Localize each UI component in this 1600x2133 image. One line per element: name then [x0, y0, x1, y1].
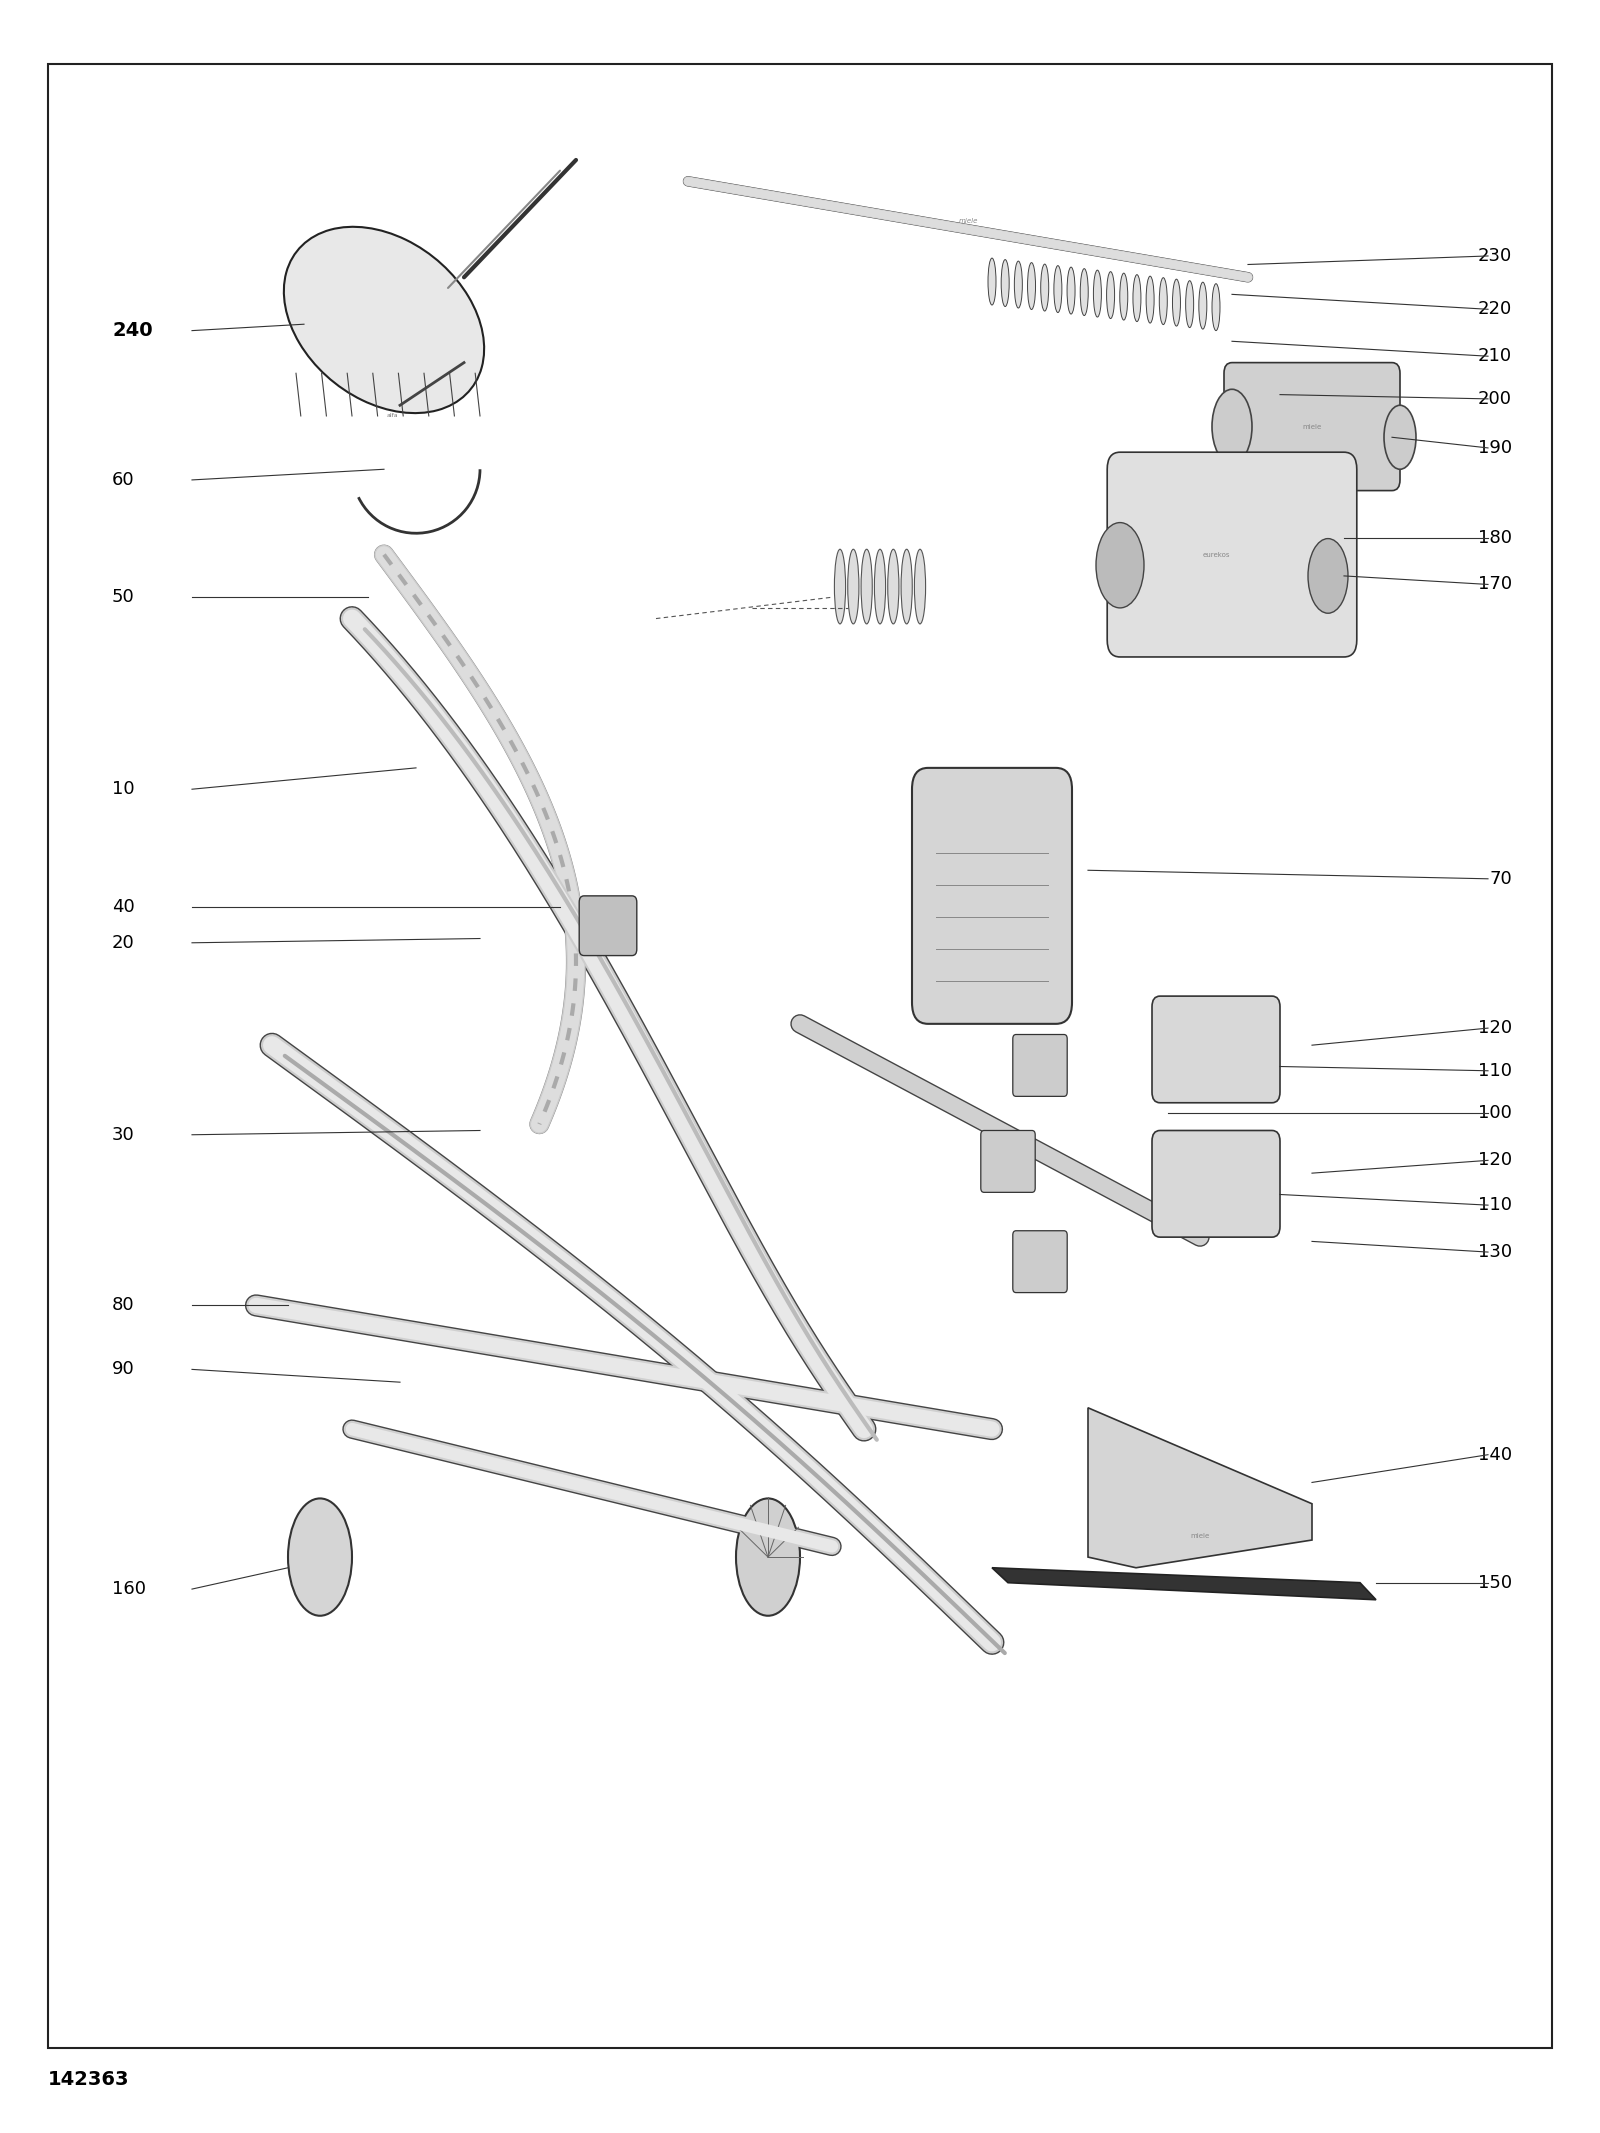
Ellipse shape — [901, 548, 912, 623]
Text: 160: 160 — [112, 1581, 146, 1598]
Polygon shape — [992, 1568, 1376, 1600]
Ellipse shape — [861, 548, 872, 623]
Ellipse shape — [888, 548, 899, 623]
Text: 30: 30 — [112, 1126, 134, 1143]
Ellipse shape — [1213, 284, 1221, 331]
Text: 200: 200 — [1478, 390, 1512, 407]
Text: 142363: 142363 — [48, 2071, 130, 2088]
Ellipse shape — [1096, 523, 1144, 608]
Ellipse shape — [1107, 271, 1115, 318]
Text: 110: 110 — [1478, 1062, 1512, 1079]
Ellipse shape — [1133, 275, 1141, 322]
Ellipse shape — [1120, 273, 1128, 320]
Text: 70: 70 — [1490, 870, 1512, 887]
Ellipse shape — [1198, 282, 1206, 328]
Text: 120: 120 — [1478, 1152, 1512, 1169]
FancyBboxPatch shape — [1152, 1130, 1280, 1237]
Text: 130: 130 — [1478, 1244, 1512, 1261]
Ellipse shape — [1040, 264, 1048, 311]
Text: 50: 50 — [112, 589, 134, 606]
Ellipse shape — [1002, 260, 1010, 307]
Ellipse shape — [1027, 262, 1035, 309]
Text: 210: 210 — [1478, 348, 1512, 365]
Text: 140: 140 — [1478, 1446, 1512, 1463]
Text: 80: 80 — [112, 1297, 134, 1314]
Ellipse shape — [288, 1497, 352, 1617]
Ellipse shape — [1160, 277, 1168, 324]
Text: miele: miele — [958, 218, 978, 224]
Ellipse shape — [283, 226, 485, 414]
Ellipse shape — [1014, 260, 1022, 307]
Ellipse shape — [915, 548, 926, 623]
Text: 100: 100 — [1478, 1105, 1512, 1122]
Ellipse shape — [1054, 267, 1062, 314]
Text: 180: 180 — [1478, 529, 1512, 546]
Text: 60: 60 — [112, 471, 134, 488]
Ellipse shape — [1384, 405, 1416, 469]
Ellipse shape — [1309, 538, 1347, 614]
Ellipse shape — [1067, 267, 1075, 314]
Text: 20: 20 — [112, 934, 134, 951]
Polygon shape — [1088, 1408, 1312, 1568]
Ellipse shape — [848, 548, 859, 623]
Text: 190: 190 — [1478, 439, 1512, 456]
Text: 10: 10 — [112, 781, 134, 798]
Text: miele: miele — [1190, 1534, 1210, 1538]
Text: 90: 90 — [112, 1361, 134, 1378]
Ellipse shape — [835, 548, 845, 623]
Text: eurekos: eurekos — [1202, 552, 1230, 557]
FancyBboxPatch shape — [1013, 1231, 1067, 1293]
FancyBboxPatch shape — [912, 768, 1072, 1024]
Text: 170: 170 — [1478, 576, 1512, 593]
Text: 40: 40 — [112, 898, 134, 915]
Ellipse shape — [736, 1497, 800, 1617]
Text: alfa: alfa — [386, 414, 398, 418]
Text: miele: miele — [1302, 424, 1322, 429]
FancyBboxPatch shape — [1152, 996, 1280, 1103]
Text: 220: 220 — [1478, 301, 1512, 318]
Text: 230: 230 — [1478, 247, 1512, 264]
Ellipse shape — [1186, 282, 1194, 328]
Ellipse shape — [1173, 279, 1181, 326]
FancyBboxPatch shape — [981, 1130, 1035, 1192]
Ellipse shape — [1146, 275, 1154, 322]
Ellipse shape — [1211, 388, 1251, 463]
Ellipse shape — [1093, 271, 1101, 318]
FancyBboxPatch shape — [579, 896, 637, 956]
FancyBboxPatch shape — [1224, 363, 1400, 491]
FancyBboxPatch shape — [1107, 452, 1357, 657]
Ellipse shape — [875, 548, 886, 623]
Text: 110: 110 — [1478, 1197, 1512, 1214]
Ellipse shape — [1080, 269, 1088, 316]
Ellipse shape — [989, 258, 995, 305]
Text: 150: 150 — [1478, 1574, 1512, 1591]
Text: 240: 240 — [112, 322, 152, 339]
FancyBboxPatch shape — [1013, 1035, 1067, 1096]
Text: 120: 120 — [1478, 1020, 1512, 1037]
